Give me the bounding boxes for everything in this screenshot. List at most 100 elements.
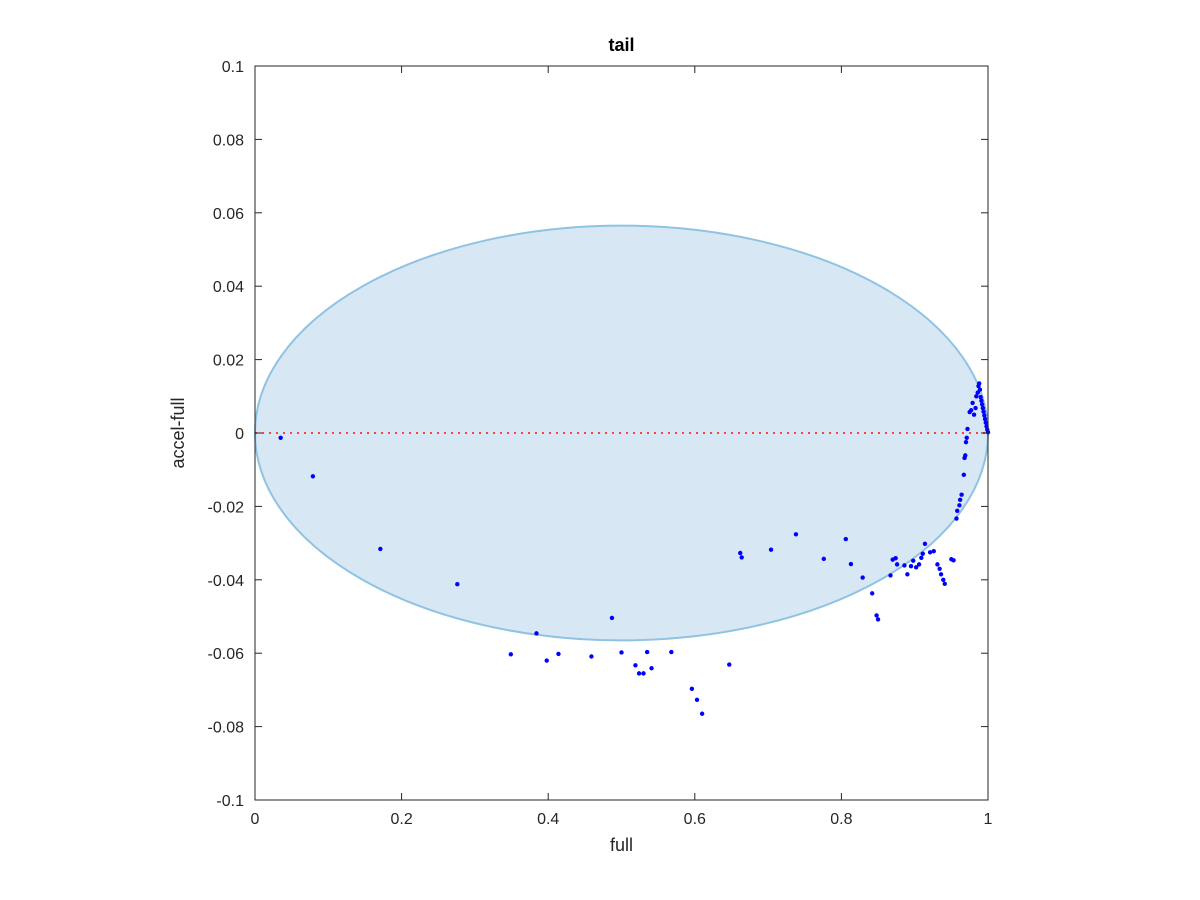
- data-point: [981, 409, 986, 414]
- data-point: [609, 615, 615, 621]
- data-point: [455, 582, 460, 587]
- x-axis-ticks: 0 0.2 0.4 0.6 0.8 1: [251, 66, 993, 828]
- y-tick-label: 0: [235, 426, 244, 443]
- data-point: [959, 492, 964, 497]
- data-point: [927, 550, 933, 555]
- data-point: [922, 541, 928, 547]
- data-point: [738, 550, 743, 556]
- chart-title: tail: [608, 35, 634, 55]
- y-tick-label: -0.1: [216, 793, 244, 810]
- data-point: [699, 711, 705, 716]
- data-point: [589, 654, 594, 659]
- data-point: [978, 394, 983, 400]
- data-point: [916, 562, 922, 567]
- data-point: [869, 591, 875, 596]
- y-tick-label: 0.06: [213, 206, 244, 223]
- data-point: [689, 686, 695, 691]
- data-point: [888, 573, 893, 578]
- data-point: [974, 394, 979, 399]
- data-point: [982, 413, 987, 418]
- y-axis-ticks: -0.1 -0.08 -0.06 -0.04 -0.02 0 0.02 0.04 0.06 0.0…: [208, 59, 988, 810]
- data-point: [893, 555, 898, 561]
- x-tick-label: 0.8: [830, 811, 852, 828]
- data-point: [964, 435, 969, 440]
- x-tick-label: 0.6: [684, 811, 706, 828]
- data-point: [727, 662, 732, 667]
- x-tick-label: 0.2: [390, 811, 412, 828]
- data-point: [911, 558, 916, 563]
- data-point: [908, 564, 914, 569]
- data-point: [821, 556, 827, 562]
- data-point: [963, 453, 968, 458]
- y-tick-label: 0.02: [213, 353, 244, 370]
- data-point: [973, 405, 978, 411]
- data-point: [619, 650, 624, 655]
- data-point: [894, 562, 900, 567]
- data-point: [954, 516, 959, 521]
- data-point: [534, 631, 539, 636]
- data-point: [957, 497, 963, 502]
- data-point: [977, 381, 982, 386]
- data-point: [860, 575, 865, 580]
- data-point: [694, 697, 700, 703]
- data-point: [544, 658, 549, 663]
- data-point: [963, 439, 969, 445]
- data-point: [556, 651, 561, 657]
- data-point: [957, 503, 962, 508]
- data-point: [649, 666, 654, 671]
- y-tick-label: -0.06: [208, 646, 245, 663]
- y-tick-label: 0.08: [213, 132, 244, 149]
- data-point: [979, 402, 985, 407]
- data-point: [979, 398, 984, 403]
- data-point: [971, 412, 977, 417]
- data-point: [905, 572, 910, 577]
- data-point: [970, 400, 975, 406]
- y-tick-label: 0.04: [213, 279, 244, 296]
- data-point: [980, 405, 986, 411]
- data-point: [644, 649, 650, 655]
- data-point: [983, 420, 989, 425]
- y-axis-label: accel-full: [168, 397, 188, 468]
- data-point: [982, 416, 988, 422]
- data-point: [919, 555, 924, 560]
- y-tick-label: 0.1: [222, 59, 244, 76]
- data-point: [938, 572, 944, 577]
- x-tick-label: 0: [251, 811, 260, 828]
- data-point: [793, 532, 799, 537]
- data-point: [641, 671, 646, 676]
- data-point: [508, 652, 514, 657]
- data-point: [768, 547, 774, 552]
- data-point: [843, 536, 848, 542]
- data-point: [913, 565, 919, 570]
- y-tick-label: -0.04: [208, 573, 245, 590]
- y-tick-label: -0.02: [208, 499, 245, 516]
- data-point: [937, 566, 942, 571]
- x-axis-label: full: [610, 835, 633, 855]
- data-point: [977, 387, 983, 392]
- data-point: [951, 558, 956, 563]
- data-point: [310, 474, 316, 479]
- data-point: [739, 555, 744, 560]
- data-point: [965, 426, 970, 432]
- data-point: [902, 563, 907, 568]
- data-point: [636, 671, 642, 676]
- data-point: [378, 546, 383, 552]
- data-point: [931, 548, 936, 554]
- data-point: [874, 613, 879, 618]
- data-point: [941, 577, 946, 582]
- data-point: [848, 561, 854, 567]
- y-tick-label: -0.08: [208, 720, 245, 737]
- data-point: [935, 562, 940, 567]
- data-point: [278, 435, 283, 440]
- data-point: [955, 508, 960, 514]
- x-tick-label: 1: [984, 811, 993, 828]
- data-point: [669, 649, 674, 655]
- x-tick-label: 0.4: [537, 811, 559, 828]
- data-point: [875, 617, 881, 622]
- data-point: [942, 581, 947, 587]
- data-point: [920, 551, 925, 556]
- data-point: [961, 472, 967, 478]
- data-point: [968, 408, 974, 413]
- data-point: [633, 663, 638, 668]
